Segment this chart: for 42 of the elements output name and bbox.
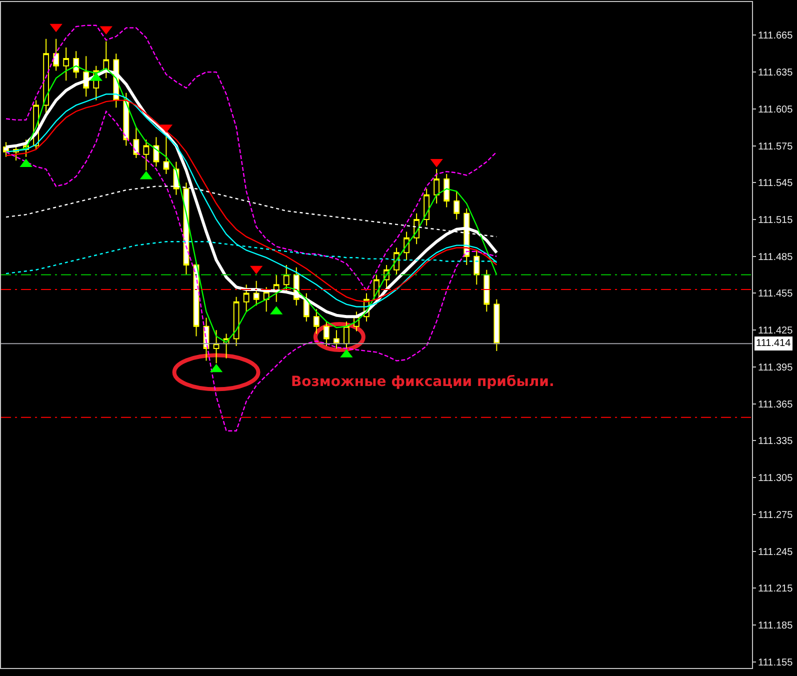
candlestick <box>494 298 500 352</box>
candlestick <box>424 188 430 226</box>
line-series <box>5 24 498 292</box>
y-tick-label: 111.335 <box>758 436 794 448</box>
y-tick-label: 111.395 <box>758 362 794 374</box>
annotation: Возможные фиксации прибыли. <box>291 374 554 390</box>
candlestick <box>484 269 490 312</box>
y-tick-label: 111.485 <box>758 252 794 263</box>
y-tick-label: 111.245 <box>758 546 794 558</box>
candlestick <box>253 280 260 306</box>
y-tick-label: 111.545 <box>758 178 794 190</box>
candlestick <box>43 38 50 116</box>
y-tick-label: 111.155 <box>758 657 794 668</box>
y-tick-label: 111.275 <box>758 510 794 521</box>
candlestick <box>323 320 330 347</box>
y-tick-label: 111.635 <box>758 68 794 79</box>
candlestick <box>63 46 70 82</box>
candlestick <box>53 38 60 72</box>
y-tick-label: 111.605 <box>758 104 794 116</box>
candlestick <box>123 92 130 146</box>
y-tick-label: 111.665 <box>758 30 794 42</box>
y-tick-label: 111.425 <box>758 326 794 337</box>
candlestick <box>333 330 340 350</box>
y-tick-label: 111.185 <box>758 620 794 632</box>
candlestick <box>233 296 240 347</box>
candlestick <box>474 250 480 286</box>
candlestick <box>143 139 150 171</box>
y-tick-label: 111.365 <box>758 399 794 410</box>
candlestick <box>454 190 460 220</box>
y-tick-label: 111.305 <box>758 473 794 484</box>
y-tick-label: 111.575 <box>758 141 794 152</box>
candlestick <box>213 330 220 364</box>
candlestick <box>243 284 250 312</box>
y-tick-label: 111.215 <box>758 584 794 595</box>
candlestick <box>444 174 450 208</box>
candlestick <box>344 320 350 350</box>
candlestick <box>434 168 440 204</box>
candlestick <box>133 126 140 159</box>
ref-line-label: 111.414 <box>756 338 792 349</box>
candlestick <box>73 50 80 79</box>
y-tick-label: 111.515 <box>758 214 794 226</box>
y-tick-label: 111.455 <box>758 288 794 300</box>
